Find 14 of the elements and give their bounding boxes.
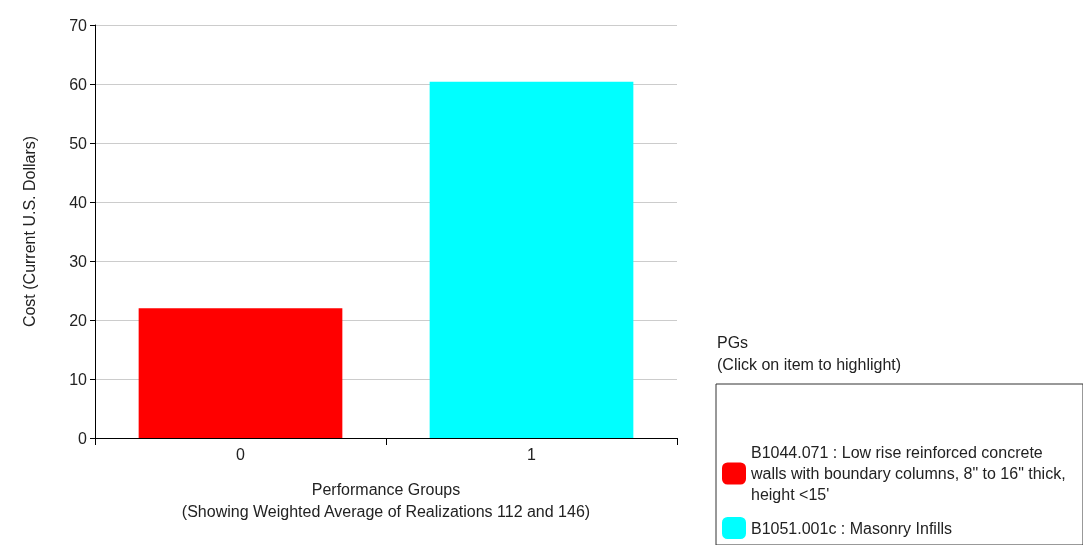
y-tick-label: 20: [69, 311, 88, 329]
y-axis-title: Cost (Current U.S. Dollars): [20, 135, 38, 328]
legend-label: B1044.071 : Low rise reinforced concrete walls with boundary columns, 8" to 16" thick, height <15': [750, 444, 1071, 503]
x-tick-label: 1: [527, 445, 537, 463]
y-tick-label: 10: [69, 370, 88, 388]
legend-label: B1051.001c : Masonry Infills: [751, 519, 952, 537]
y-tick-label: 50: [69, 134, 88, 152]
y-tick-label: 30: [69, 252, 88, 270]
legend-title: PGs (Click on item to highlight): [717, 333, 902, 373]
x-axis-title: Performance Groups (Showing Weighted Average of Realizations 112 and 146): [181, 480, 591, 520]
y-tick-label: 40: [69, 193, 88, 211]
y-tick-label: 0: [78, 429, 88, 447]
y-tick-label: 60: [69, 75, 88, 93]
y-tick-label: 70: [69, 16, 88, 34]
